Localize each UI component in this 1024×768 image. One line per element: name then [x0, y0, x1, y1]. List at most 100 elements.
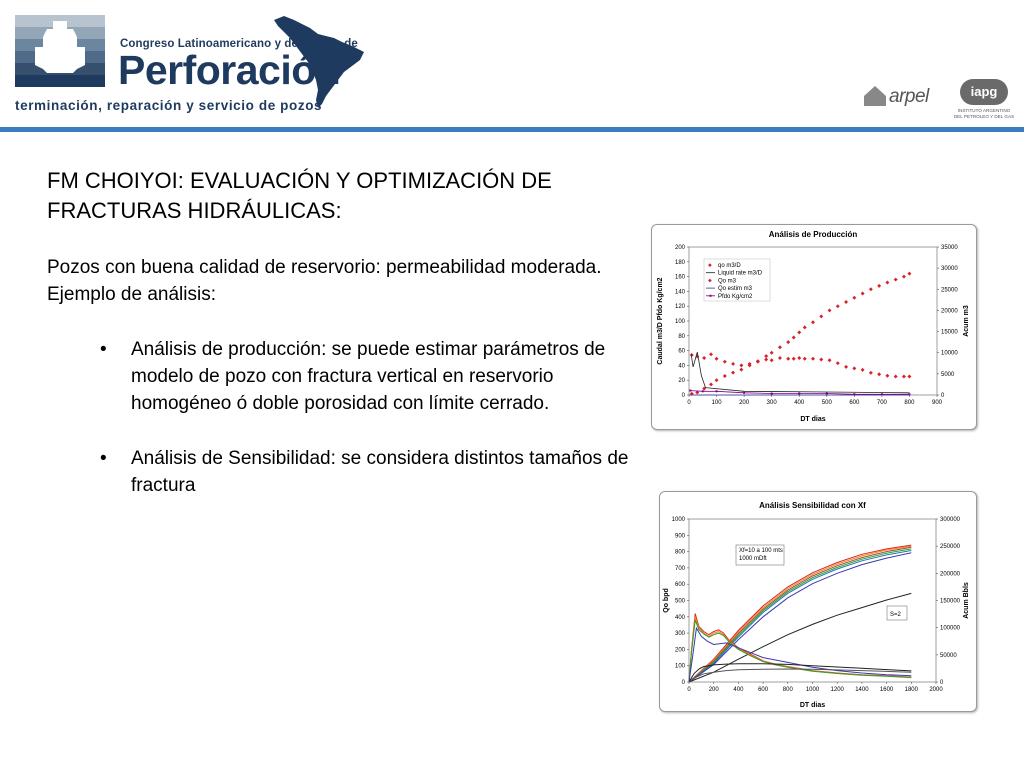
legend-label: Qo estim m3: [718, 286, 753, 292]
data-point: [731, 370, 736, 375]
series-line: [688, 544, 912, 683]
data-point: [709, 352, 714, 357]
data-point: [852, 295, 857, 300]
data-point: [868, 287, 873, 292]
plot-area: [688, 518, 937, 683]
series-line: [688, 626, 912, 683]
annotation-line: 1000 mDft: [739, 556, 767, 562]
bullet-sensitivity-analysis: • Análisis de Sensibilidad: se considera…: [100, 445, 630, 501]
x-tick-label: 700: [877, 400, 888, 406]
data-point: [786, 340, 791, 345]
x-tick-label: 300: [767, 400, 778, 406]
y2-tick-label: 25000: [941, 287, 958, 293]
data-point: [907, 271, 912, 276]
bullet-dot: •: [100, 339, 107, 360]
y-tick-label: 0: [682, 680, 686, 686]
iapg-line1: INSTITUTO ARGENTINO: [957, 108, 1011, 113]
x-tick-label: 1800: [905, 687, 919, 693]
x-tick-label: 400: [733, 687, 744, 693]
data-point: [844, 364, 849, 369]
x-tick-label: 1200: [831, 687, 845, 693]
arpel-house-icon: [864, 86, 886, 106]
series-line: [688, 550, 912, 683]
arpel-text: arpel: [889, 86, 929, 107]
data-point: [819, 357, 824, 362]
series-line: [690, 390, 910, 395]
data-point: [695, 390, 700, 395]
data-point: [901, 274, 906, 279]
x-tick-label: 800: [904, 400, 915, 406]
data-point: [901, 374, 906, 379]
data-point: [802, 325, 807, 330]
y2-tick-label: 300000: [940, 517, 961, 523]
x-axis-label: DT dias: [800, 702, 825, 709]
x-tick-label: 900: [932, 400, 943, 406]
annotation-text: S=2: [890, 612, 902, 618]
data-point: [860, 291, 865, 296]
y2-tick-label: 0: [941, 393, 945, 399]
x-tick-label: 100: [712, 400, 723, 406]
annotation-xf: Xf=10 a 100 mts 1000 mDft: [735, 544, 785, 566]
x-tick-label: 600: [849, 400, 860, 406]
legend-marker: [709, 294, 712, 297]
data-point: [769, 358, 774, 363]
y-tick-label: 300: [675, 631, 686, 637]
y2-tick-label: 15000: [941, 330, 958, 336]
y2-axis-label: Acum m3: [963, 305, 970, 337]
series-line: [688, 592, 912, 683]
y-tick-label: 180: [675, 260, 686, 266]
congress-logo-icon: [15, 15, 105, 87]
y-axis-label: Caudal m3/D Pfdo Kg/cm2: [657, 277, 664, 364]
y2-tick-label: 20000: [941, 308, 958, 314]
legend-swatch: [708, 278, 712, 283]
data-point: [802, 356, 807, 361]
legend-label: Pfdo Kg/cm2: [718, 294, 753, 300]
series-line: [688, 668, 912, 683]
data-point: [769, 350, 774, 355]
y-tick-label: 700: [675, 566, 686, 572]
data-point: [791, 356, 796, 361]
data-point: [797, 356, 802, 360]
bullet-dot: •: [100, 448, 107, 469]
x-tick-label: 1000: [806, 687, 820, 693]
data-point: [819, 314, 824, 319]
data-point: [791, 335, 796, 340]
data-point: [786, 356, 791, 361]
y2-tick-label: 150000: [940, 599, 961, 605]
data-point: [880, 393, 883, 396]
intro-text: Pozos con buena calidad de reservorio: p…: [47, 257, 602, 305]
chart-title: Análisis Sensibilidad con Xf: [759, 501, 866, 510]
data-point: [877, 283, 882, 288]
data-point: [860, 367, 865, 372]
iapg-line2: DEL PETROLEO Y DEL GAS: [953, 114, 1015, 119]
annotation-line: Xf=10 a 100 mts: [739, 548, 783, 554]
y2-tick-label: 50000: [940, 653, 957, 659]
x-tick-label: 0: [687, 687, 691, 693]
data-point: [885, 280, 890, 285]
y-tick-label: 80: [678, 334, 685, 340]
data-point: [743, 391, 746, 394]
arpel-logo: arpel: [862, 84, 942, 110]
sensitivity-analysis-chart: Análisis Sensibilidad con Xf 0 200 400 600 80…: [659, 491, 977, 712]
data-point: [755, 359, 760, 364]
iapg-badge: iapg: [960, 79, 1008, 105]
y2-axis-label: Acum Bbls: [963, 582, 970, 619]
data-point: [739, 367, 744, 372]
header-rule: [0, 127, 1024, 132]
y2-tick-label: 35000: [941, 245, 958, 251]
y2-tick-label: 100000: [940, 626, 961, 632]
series-line: [688, 545, 912, 683]
data-point: [689, 389, 692, 392]
legend-label: Liquid rate m3/D: [718, 271, 763, 277]
legend-box: [703, 258, 771, 302]
y-tick-label: 800: [675, 550, 686, 556]
series-line: [690, 351, 910, 394]
data-point: [770, 392, 773, 395]
data-point: [722, 373, 727, 378]
legend-label: qo m3/D: [718, 263, 741, 269]
y-tick-label: 100: [675, 664, 686, 670]
annotation-box: [735, 544, 785, 566]
y2-tick-label: 0: [940, 680, 944, 686]
data-point: [764, 354, 769, 359]
data-point: [702, 356, 707, 360]
